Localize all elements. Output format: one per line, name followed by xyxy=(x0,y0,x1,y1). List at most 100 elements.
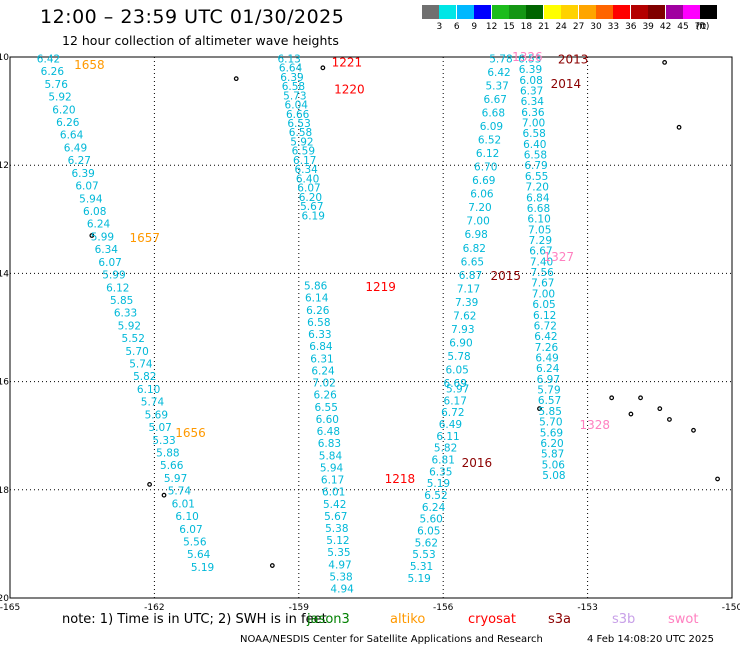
wave-height-value: 6.07 xyxy=(297,183,320,195)
wave-height-value: 6.87 xyxy=(459,270,482,282)
map-plot: -165 -162 -159 -156 -153 -150 -10 -12 -14 -16 -18 -… xyxy=(0,50,740,612)
satellite-legend-item: s3a xyxy=(548,612,572,627)
island-icon xyxy=(657,406,663,412)
wave-height-value: 5.56 xyxy=(183,537,207,549)
y-tick-label: -20 xyxy=(0,594,9,604)
legend-label: 39 xyxy=(642,22,654,32)
wave-height-value: 6.66 xyxy=(286,109,310,121)
legend-label: 30 xyxy=(590,22,602,32)
island-icon xyxy=(628,411,634,417)
island-icon xyxy=(269,563,275,568)
wave-height-value: 6.81 xyxy=(432,454,455,466)
y-tick-label: -18 xyxy=(0,486,9,496)
wave-height-value: 6.64 xyxy=(60,130,84,142)
wave-height-value: 6.59 xyxy=(292,146,315,158)
wave-height-value: 6.24 xyxy=(87,219,111,231)
island-icon xyxy=(233,76,239,82)
pass-time-label: 1656 xyxy=(175,426,206,440)
plot-frame xyxy=(9,56,733,599)
island-icon xyxy=(667,417,672,422)
island-icon xyxy=(147,481,152,487)
wave-height-value: 5.92 xyxy=(48,92,71,104)
wave-height-value: 6.70 xyxy=(474,162,497,174)
island-icon xyxy=(676,124,682,130)
wave-height-value: 5.19 xyxy=(427,478,450,490)
wave-height-value: 6.05 xyxy=(417,525,440,537)
x-tick-label: -162 xyxy=(144,603,164,612)
island-icon xyxy=(537,406,542,412)
wave-height-value: 7.00 xyxy=(466,216,489,228)
wave-height-value: 5.97 xyxy=(164,473,187,485)
wave-height-value: 6.98 xyxy=(464,229,487,241)
pass-time-label: 2014 xyxy=(551,77,582,91)
legend-label: 45 xyxy=(677,22,689,32)
y-tick-label: -16 xyxy=(0,378,9,388)
wave-height-value: 5.69 xyxy=(145,409,168,421)
wave-height-value: 6.72 xyxy=(534,320,557,332)
wave-height-value: 5.74 xyxy=(129,359,153,371)
legend-unit: (ft) xyxy=(695,22,710,32)
wave-height-value: 7.05 xyxy=(528,224,551,236)
legend-swatch xyxy=(561,5,579,19)
wave-height-value: 7.62 xyxy=(453,310,476,322)
island-icon xyxy=(662,60,668,65)
pass-time-label: 1218 xyxy=(385,472,416,486)
wave-height-value: 6.39 xyxy=(71,168,94,180)
wave-height-value: 6.97 xyxy=(537,374,560,386)
legend-swatch xyxy=(630,5,648,19)
wave-height-value: 7.20 xyxy=(526,182,549,194)
island-icon xyxy=(161,492,167,498)
footer-note: note: 1) Time is in UTC; 2) SWH is in fe… xyxy=(62,612,327,627)
wave-height-value: 6.49 xyxy=(439,419,462,431)
satellite-legend-item: swot xyxy=(668,612,699,627)
wave-height-value: 5.38 xyxy=(325,523,348,535)
wave-height-value: 5.52 xyxy=(122,333,145,345)
legend-label: 21 xyxy=(538,22,550,32)
x-tick-label: -153 xyxy=(577,603,597,612)
wave-height-value: 7.93 xyxy=(451,324,474,336)
wave-height-value: 6.34 xyxy=(294,164,318,176)
wave-height-value: 6.34 xyxy=(95,244,119,256)
wave-height-value: 5.85 xyxy=(539,406,562,418)
wave-height-value: 6.82 xyxy=(463,243,486,255)
wave-height-value: 5.35 xyxy=(327,547,350,559)
wave-height-value: 6.55 xyxy=(315,402,338,414)
wave-height-value: 6.67 xyxy=(529,246,552,258)
legend-swatch xyxy=(474,5,492,19)
x-tick-label: -156 xyxy=(433,603,454,612)
wave-height-value: 6.68 xyxy=(482,108,505,120)
chart-subtitle: 12 hour collection of altimeter wave hei… xyxy=(62,33,339,48)
x-tick-label: -165 xyxy=(0,603,20,612)
legend-label: 12 xyxy=(485,22,498,32)
wave-height-value: 7.17 xyxy=(457,283,480,295)
wave-height-value: 6.58 xyxy=(289,127,312,139)
pass-time-label: 1219 xyxy=(365,280,396,294)
wave-height-value: 5.74 xyxy=(168,486,192,498)
island-icon xyxy=(89,233,95,238)
wave-height-value: 7.20 xyxy=(468,202,491,214)
pass-time-label: 1328 xyxy=(580,418,611,432)
wave-height-value: 7.29 xyxy=(529,235,552,247)
wave-height-value: 7.00 xyxy=(532,288,555,300)
wave-height-value: 6.53 xyxy=(518,53,541,65)
wave-height-value: 6.33 xyxy=(308,329,331,341)
wave-height-value: 5.12 xyxy=(326,535,349,547)
wave-height-value: 6.69 xyxy=(472,175,495,187)
wave-height-value: 5.78 xyxy=(489,53,512,65)
wave-height-value: 7.02 xyxy=(312,378,335,390)
wave-height-value: 6.01 xyxy=(172,498,195,510)
legend-swatch xyxy=(578,5,596,19)
wave-height-value: 5.66 xyxy=(160,460,184,472)
legend-swatch xyxy=(526,5,544,19)
wave-height-value: 6.10 xyxy=(175,511,198,523)
wave-height-value: 6.40 xyxy=(523,139,546,151)
wave-height-value: 6.52 xyxy=(424,490,447,502)
wave-height-value: 6.26 xyxy=(306,305,330,317)
wave-height-value: 5.94 xyxy=(320,462,344,474)
island-icon xyxy=(691,427,696,433)
wave-height-value: 6.12 xyxy=(106,282,129,294)
legend-swatch xyxy=(648,5,666,19)
wave-height-value: 4.97 xyxy=(328,559,351,571)
wave-height-value: 6.19 xyxy=(302,210,325,222)
wave-height-value: 5.37 xyxy=(485,80,508,92)
